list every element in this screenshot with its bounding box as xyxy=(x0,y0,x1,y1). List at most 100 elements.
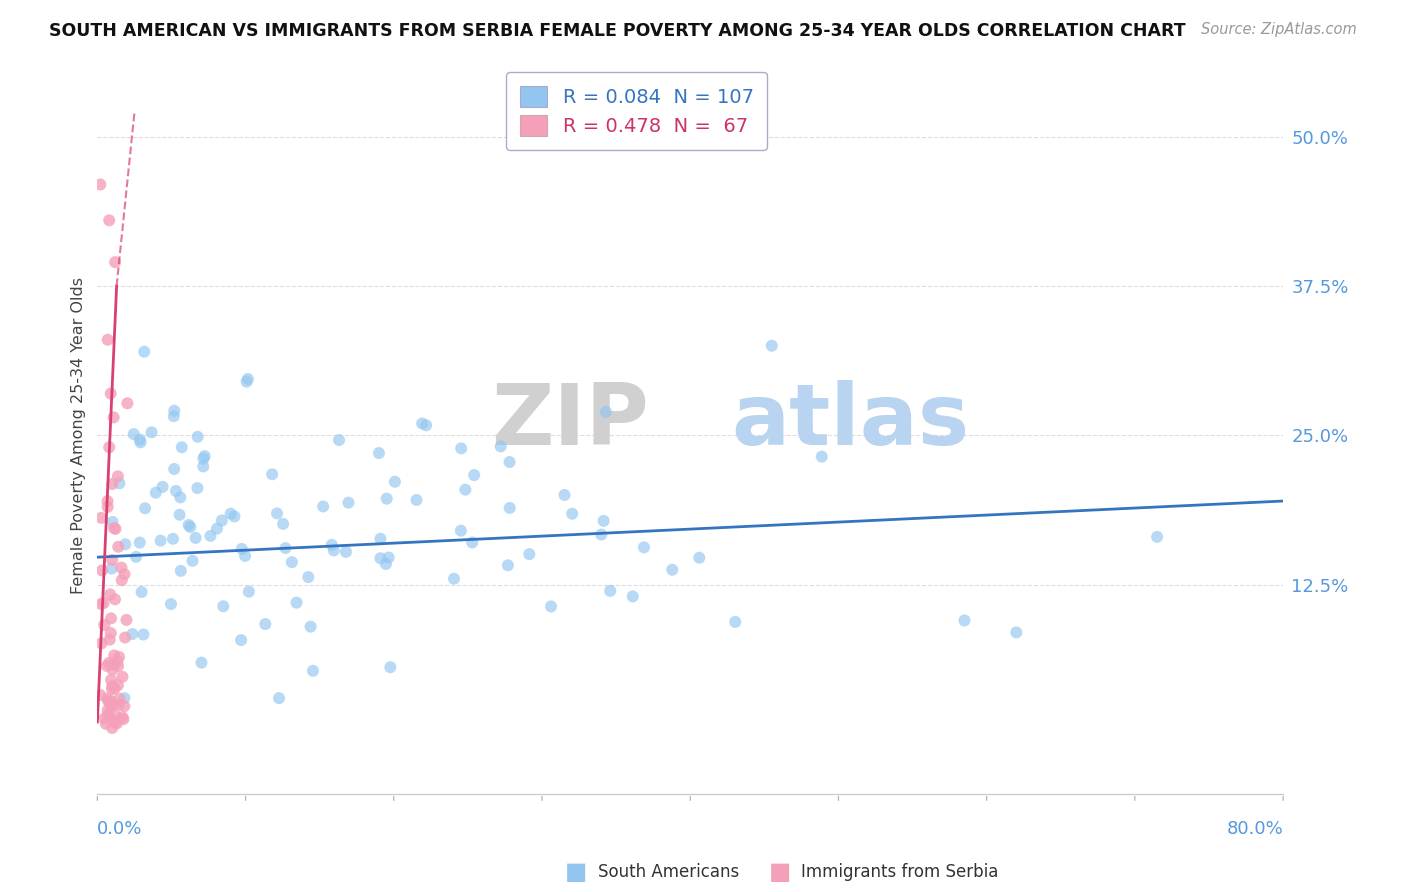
Point xyxy=(181,554,204,568)
Point xyxy=(489,439,512,453)
Point xyxy=(104,681,127,696)
Point xyxy=(145,485,167,500)
Point xyxy=(211,514,233,528)
Point xyxy=(953,614,976,628)
Point xyxy=(200,529,222,543)
Point xyxy=(170,564,193,578)
Point xyxy=(103,648,125,663)
Point xyxy=(94,716,117,731)
Point xyxy=(454,483,477,497)
Point xyxy=(411,417,433,431)
Point xyxy=(101,682,124,697)
Point xyxy=(107,678,129,692)
Point xyxy=(238,584,260,599)
Point xyxy=(461,535,484,549)
Point xyxy=(97,703,120,717)
Point xyxy=(108,650,131,665)
Point xyxy=(591,527,613,541)
Point xyxy=(285,596,308,610)
Point xyxy=(101,477,124,491)
Point xyxy=(254,617,277,632)
Point xyxy=(117,396,139,410)
Text: 80.0%: 80.0% xyxy=(1226,820,1284,838)
Point xyxy=(149,533,172,548)
Text: ZIP: ZIP xyxy=(491,379,648,462)
Point xyxy=(297,570,319,584)
Point xyxy=(621,590,644,604)
Point xyxy=(370,551,392,566)
Point xyxy=(810,450,832,464)
Point xyxy=(688,550,710,565)
Text: South Americans: South Americans xyxy=(598,863,738,881)
Point xyxy=(90,597,112,611)
Point xyxy=(321,538,343,552)
Point xyxy=(96,494,118,508)
Point xyxy=(97,656,120,670)
Point xyxy=(101,663,124,677)
Point xyxy=(89,688,111,702)
Legend: R = 0.084  N = 107, R = 0.478  N =  67: R = 0.084 N = 107, R = 0.478 N = 67 xyxy=(506,72,768,150)
Point xyxy=(374,557,396,571)
Point xyxy=(302,664,325,678)
Point xyxy=(553,488,575,502)
Point xyxy=(328,433,350,447)
Point xyxy=(312,500,335,514)
Text: 0.0%: 0.0% xyxy=(97,820,143,838)
Point xyxy=(105,716,128,731)
Point xyxy=(170,440,193,454)
Point xyxy=(162,532,184,546)
Point xyxy=(561,507,583,521)
Point xyxy=(107,540,129,554)
Point xyxy=(96,659,118,673)
Point xyxy=(90,636,112,650)
Point xyxy=(100,626,122,640)
Point xyxy=(169,508,191,522)
Point xyxy=(98,587,121,601)
Point xyxy=(112,712,135,726)
Point xyxy=(115,613,138,627)
Point xyxy=(517,547,540,561)
Point xyxy=(163,409,186,424)
Point xyxy=(163,403,186,417)
Point xyxy=(193,459,215,474)
Point xyxy=(231,541,253,556)
Point xyxy=(370,532,392,546)
Point xyxy=(100,386,122,401)
Point xyxy=(93,711,115,725)
Point xyxy=(103,521,125,535)
Point xyxy=(129,433,152,447)
Point xyxy=(134,344,156,359)
Point xyxy=(89,178,111,192)
Point xyxy=(337,496,360,510)
Point xyxy=(103,410,125,425)
Point xyxy=(114,691,136,706)
Point xyxy=(160,597,183,611)
Point xyxy=(98,213,121,227)
Text: Source: ZipAtlas.com: Source: ZipAtlas.com xyxy=(1201,22,1357,37)
Point xyxy=(114,537,136,551)
Point xyxy=(104,592,127,607)
Point xyxy=(104,522,127,536)
Point xyxy=(128,535,150,549)
Point xyxy=(112,699,135,714)
Point xyxy=(271,516,294,531)
Point xyxy=(98,440,121,454)
Point xyxy=(443,572,465,586)
Point xyxy=(205,522,228,536)
Point xyxy=(267,691,290,706)
Point xyxy=(415,418,437,433)
Point xyxy=(97,708,120,723)
Text: ■: ■ xyxy=(565,861,588,884)
Point xyxy=(141,425,163,440)
Point xyxy=(599,583,621,598)
Point xyxy=(262,467,284,482)
Point xyxy=(107,659,129,673)
Point xyxy=(101,515,124,529)
Point xyxy=(108,476,131,491)
Point xyxy=(179,520,201,534)
Point xyxy=(335,545,357,559)
Point xyxy=(380,660,402,674)
Point xyxy=(184,531,207,545)
Point xyxy=(93,596,115,610)
Point xyxy=(98,632,121,647)
